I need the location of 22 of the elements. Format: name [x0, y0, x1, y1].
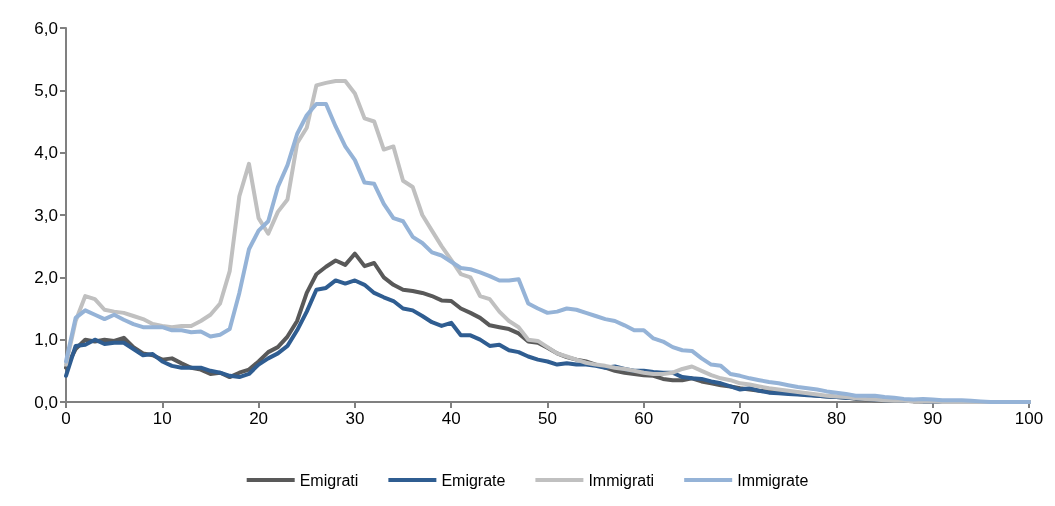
x-tick-label: 40: [441, 409, 461, 428]
x-tick-label: 60: [634, 409, 654, 428]
y-tick-label: 0,0: [34, 392, 58, 412]
y-tick-label: 2,0: [34, 267, 58, 287]
legend-label: Emigrate: [441, 471, 506, 489]
x-tick-label: 80: [826, 409, 846, 428]
y-tick-label: 3,0: [34, 205, 58, 225]
y-tick-label: 5,0: [34, 80, 58, 100]
y-tick-label: 1,0: [34, 330, 58, 350]
x-tick-label: 30: [345, 409, 365, 428]
legend-label: Immigrate: [737, 471, 809, 489]
x-tick-label: 20: [249, 409, 269, 428]
x-tick-label: 50: [538, 409, 557, 428]
legend-label: Emigrati: [299, 471, 359, 489]
x-tick-label: 70: [730, 409, 750, 428]
y-tick-label: 4,0: [34, 143, 58, 163]
y-tick-label: 6,0: [34, 18, 58, 38]
legend-label: Immigrati: [588, 471, 655, 489]
x-tick-label: 0: [61, 409, 71, 428]
x-tick-label: 100: [1014, 409, 1044, 428]
x-tick-label: 10: [152, 409, 172, 428]
x-tick-label: 90: [923, 409, 943, 428]
